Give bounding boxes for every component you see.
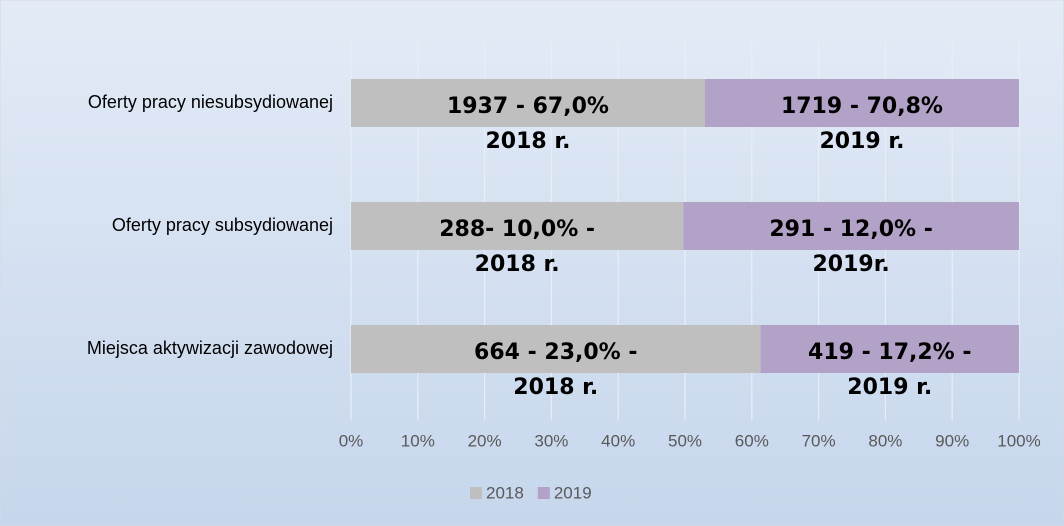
bar xyxy=(351,202,684,250)
data-label: 664 - 23,0% - xyxy=(474,340,638,365)
category-label: Miejsca aktywizacji zawodowej xyxy=(87,338,333,358)
data-label: 419 - 17,2% - xyxy=(808,340,972,365)
legend-label: 2018 xyxy=(486,483,524,502)
x-tick-label: 100% xyxy=(997,431,1040,450)
x-tick-label: 50% xyxy=(668,431,702,450)
legend-swatch xyxy=(470,487,482,499)
data-label: 2018 r. xyxy=(475,252,560,277)
bar xyxy=(351,325,761,373)
data-label: 2018 r. xyxy=(485,129,570,154)
x-tick-label: 70% xyxy=(802,431,836,450)
x-tick-label: 60% xyxy=(735,431,769,450)
x-tick-label: 10% xyxy=(401,431,435,450)
data-label: 2018 r. xyxy=(513,375,598,400)
x-tick-label: 80% xyxy=(868,431,902,450)
legend-label: 2019 xyxy=(554,483,592,502)
data-label: 1719 - 70,8% xyxy=(781,94,943,119)
x-tick-label: 30% xyxy=(534,431,568,450)
bar xyxy=(351,79,705,127)
data-label: 2019 r. xyxy=(847,375,932,400)
category-label: Oferty pracy niesubsydiowanej xyxy=(88,92,333,112)
bar xyxy=(704,79,1019,127)
data-label: 2019r. xyxy=(812,252,889,277)
x-tick-label: 40% xyxy=(601,431,635,450)
category-label: Oferty pracy subsydiowanej xyxy=(112,215,333,235)
bar xyxy=(683,202,1019,250)
data-label: 288- 10,0% - xyxy=(439,217,595,242)
bar xyxy=(760,325,1019,373)
data-label: 291 - 12,0% - xyxy=(769,217,933,242)
x-tick-label: 90% xyxy=(935,431,969,450)
data-label: 1937 - 67,0% xyxy=(447,94,609,119)
legend-swatch xyxy=(537,487,550,499)
data-label: 2019 r. xyxy=(819,129,904,154)
x-tick-label: 0% xyxy=(339,431,364,450)
x-tick-label: 20% xyxy=(468,431,502,450)
